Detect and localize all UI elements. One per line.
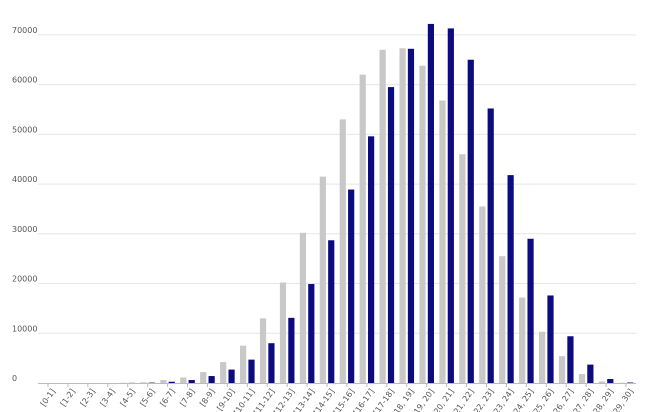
bar-series-2 bbox=[368, 136, 375, 383]
y-tick-label: 30000 bbox=[12, 225, 37, 234]
x-tick-label: [26, 27] bbox=[550, 387, 576, 412]
x-tick-label: [1-2] bbox=[59, 387, 77, 408]
x-tick-label: [2-3] bbox=[79, 387, 97, 408]
bar-series-1 bbox=[160, 380, 167, 383]
bar-series-2 bbox=[547, 295, 554, 383]
x-tick-label: [19, 20] bbox=[410, 387, 436, 412]
x-tick-label: [25, 26] bbox=[530, 387, 556, 412]
y-tick-label: 70000 bbox=[12, 26, 37, 35]
bar-series-2 bbox=[168, 381, 175, 383]
bar-series-2 bbox=[268, 343, 275, 383]
bar-series-1 bbox=[399, 48, 406, 383]
bar-series-2 bbox=[467, 59, 474, 383]
x-tick-label: [6-7] bbox=[158, 387, 176, 408]
bar-series-1 bbox=[140, 382, 147, 383]
bar-series-1 bbox=[598, 381, 605, 383]
bar-series-2 bbox=[527, 238, 534, 383]
x-tick-label: [12-13] bbox=[272, 387, 296, 412]
y-tick-label: 50000 bbox=[12, 125, 37, 134]
bar-series-1 bbox=[180, 377, 187, 383]
x-tick-label: [13-14] bbox=[292, 387, 316, 412]
bar-series-1 bbox=[299, 232, 306, 383]
y-tick-label: 40000 bbox=[12, 175, 37, 184]
bar-series-1 bbox=[319, 176, 326, 383]
bar-series-2 bbox=[188, 380, 195, 383]
x-tick-label: [7-8] bbox=[178, 387, 196, 408]
bar-series-2 bbox=[427, 23, 434, 384]
x-tick-label: [29, 30] bbox=[610, 387, 636, 412]
x-tick-label: [20, 21] bbox=[430, 387, 456, 412]
x-tick-label: [18, 19] bbox=[390, 387, 416, 412]
bars bbox=[120, 23, 634, 384]
bar-series-2 bbox=[348, 189, 355, 383]
bar-series-1 bbox=[519, 297, 526, 383]
bar-series-1 bbox=[419, 65, 426, 383]
bar-series-2 bbox=[507, 175, 514, 383]
bar-series-2 bbox=[248, 359, 255, 383]
bar-series-2 bbox=[607, 379, 614, 383]
bar-series-1 bbox=[359, 74, 366, 384]
bar-series-2 bbox=[228, 369, 235, 383]
x-tick-label: [14-15] bbox=[312, 387, 336, 412]
y-tick-label: 20000 bbox=[12, 275, 37, 284]
x-tick-label: [11-12] bbox=[252, 387, 276, 412]
bar-series-1 bbox=[578, 374, 586, 383]
x-tick-label: [22, 23] bbox=[470, 387, 496, 412]
x-tick-label: [28, 29] bbox=[590, 387, 616, 412]
bar-series-2 bbox=[387, 87, 395, 383]
x-tick-label: [3-4] bbox=[99, 387, 117, 408]
bar-series-1 bbox=[459, 154, 466, 383]
bar-series-2 bbox=[407, 48, 415, 383]
bar-series-2 bbox=[567, 336, 574, 383]
bar-series-2 bbox=[487, 108, 494, 383]
bar-series-1 bbox=[539, 331, 546, 383]
x-tick-label: [4-5] bbox=[118, 387, 136, 408]
x-axis-tick-labels: [0-1] [1-2] [2-3] [3-4] [4-5] [5-6] [6-7] [7-8]… bbox=[39, 383, 636, 412]
bar-series-2 bbox=[308, 284, 315, 383]
bar-series-2 bbox=[208, 376, 215, 383]
bar-series-1 bbox=[499, 256, 506, 383]
x-tick-label: [5-6] bbox=[138, 387, 156, 408]
x-tick-label: [10-11] bbox=[232, 387, 256, 412]
x-tick-label: [0-1] bbox=[39, 387, 57, 408]
bar-series-2 bbox=[587, 364, 594, 383]
bar-series-1 bbox=[240, 345, 247, 383]
bar-series-1 bbox=[479, 206, 486, 383]
x-tick-label: [16-17] bbox=[352, 387, 376, 412]
gridlines bbox=[38, 34, 636, 334]
y-tick-label: 60000 bbox=[12, 76, 37, 85]
y-tick-label: 0 bbox=[12, 374, 17, 383]
x-tick-label: [27, 28] bbox=[570, 387, 596, 412]
bar-series-1 bbox=[339, 119, 346, 383]
bar-series-2 bbox=[288, 317, 295, 383]
bar-series-2 bbox=[328, 240, 335, 383]
x-tick-label: [8-9] bbox=[198, 387, 216, 408]
bar-series-2 bbox=[627, 382, 634, 383]
y-axis-tick-labels: 0 10000 20000 30000 40000 50000 60000 70000 bbox=[12, 26, 37, 383]
bar-series-1 bbox=[439, 100, 446, 383]
x-tick-label: [15-16] bbox=[332, 387, 356, 412]
bar-series-1 bbox=[259, 318, 267, 383]
x-tick-label: [21, 22] bbox=[450, 387, 476, 412]
bar-series-1 bbox=[558, 356, 566, 383]
x-tick-label: [17-18] bbox=[372, 387, 396, 412]
y-tick-label: 10000 bbox=[12, 324, 37, 333]
bar-series-1 bbox=[220, 362, 227, 383]
x-tick-label: [23, 24] bbox=[490, 387, 516, 412]
bar-series-1 bbox=[200, 372, 207, 383]
x-tick-label: [24, 25] bbox=[510, 387, 536, 412]
bar-series-1 bbox=[379, 49, 386, 383]
bar-series-2 bbox=[447, 28, 454, 384]
bar-series-1 bbox=[279, 282, 287, 383]
